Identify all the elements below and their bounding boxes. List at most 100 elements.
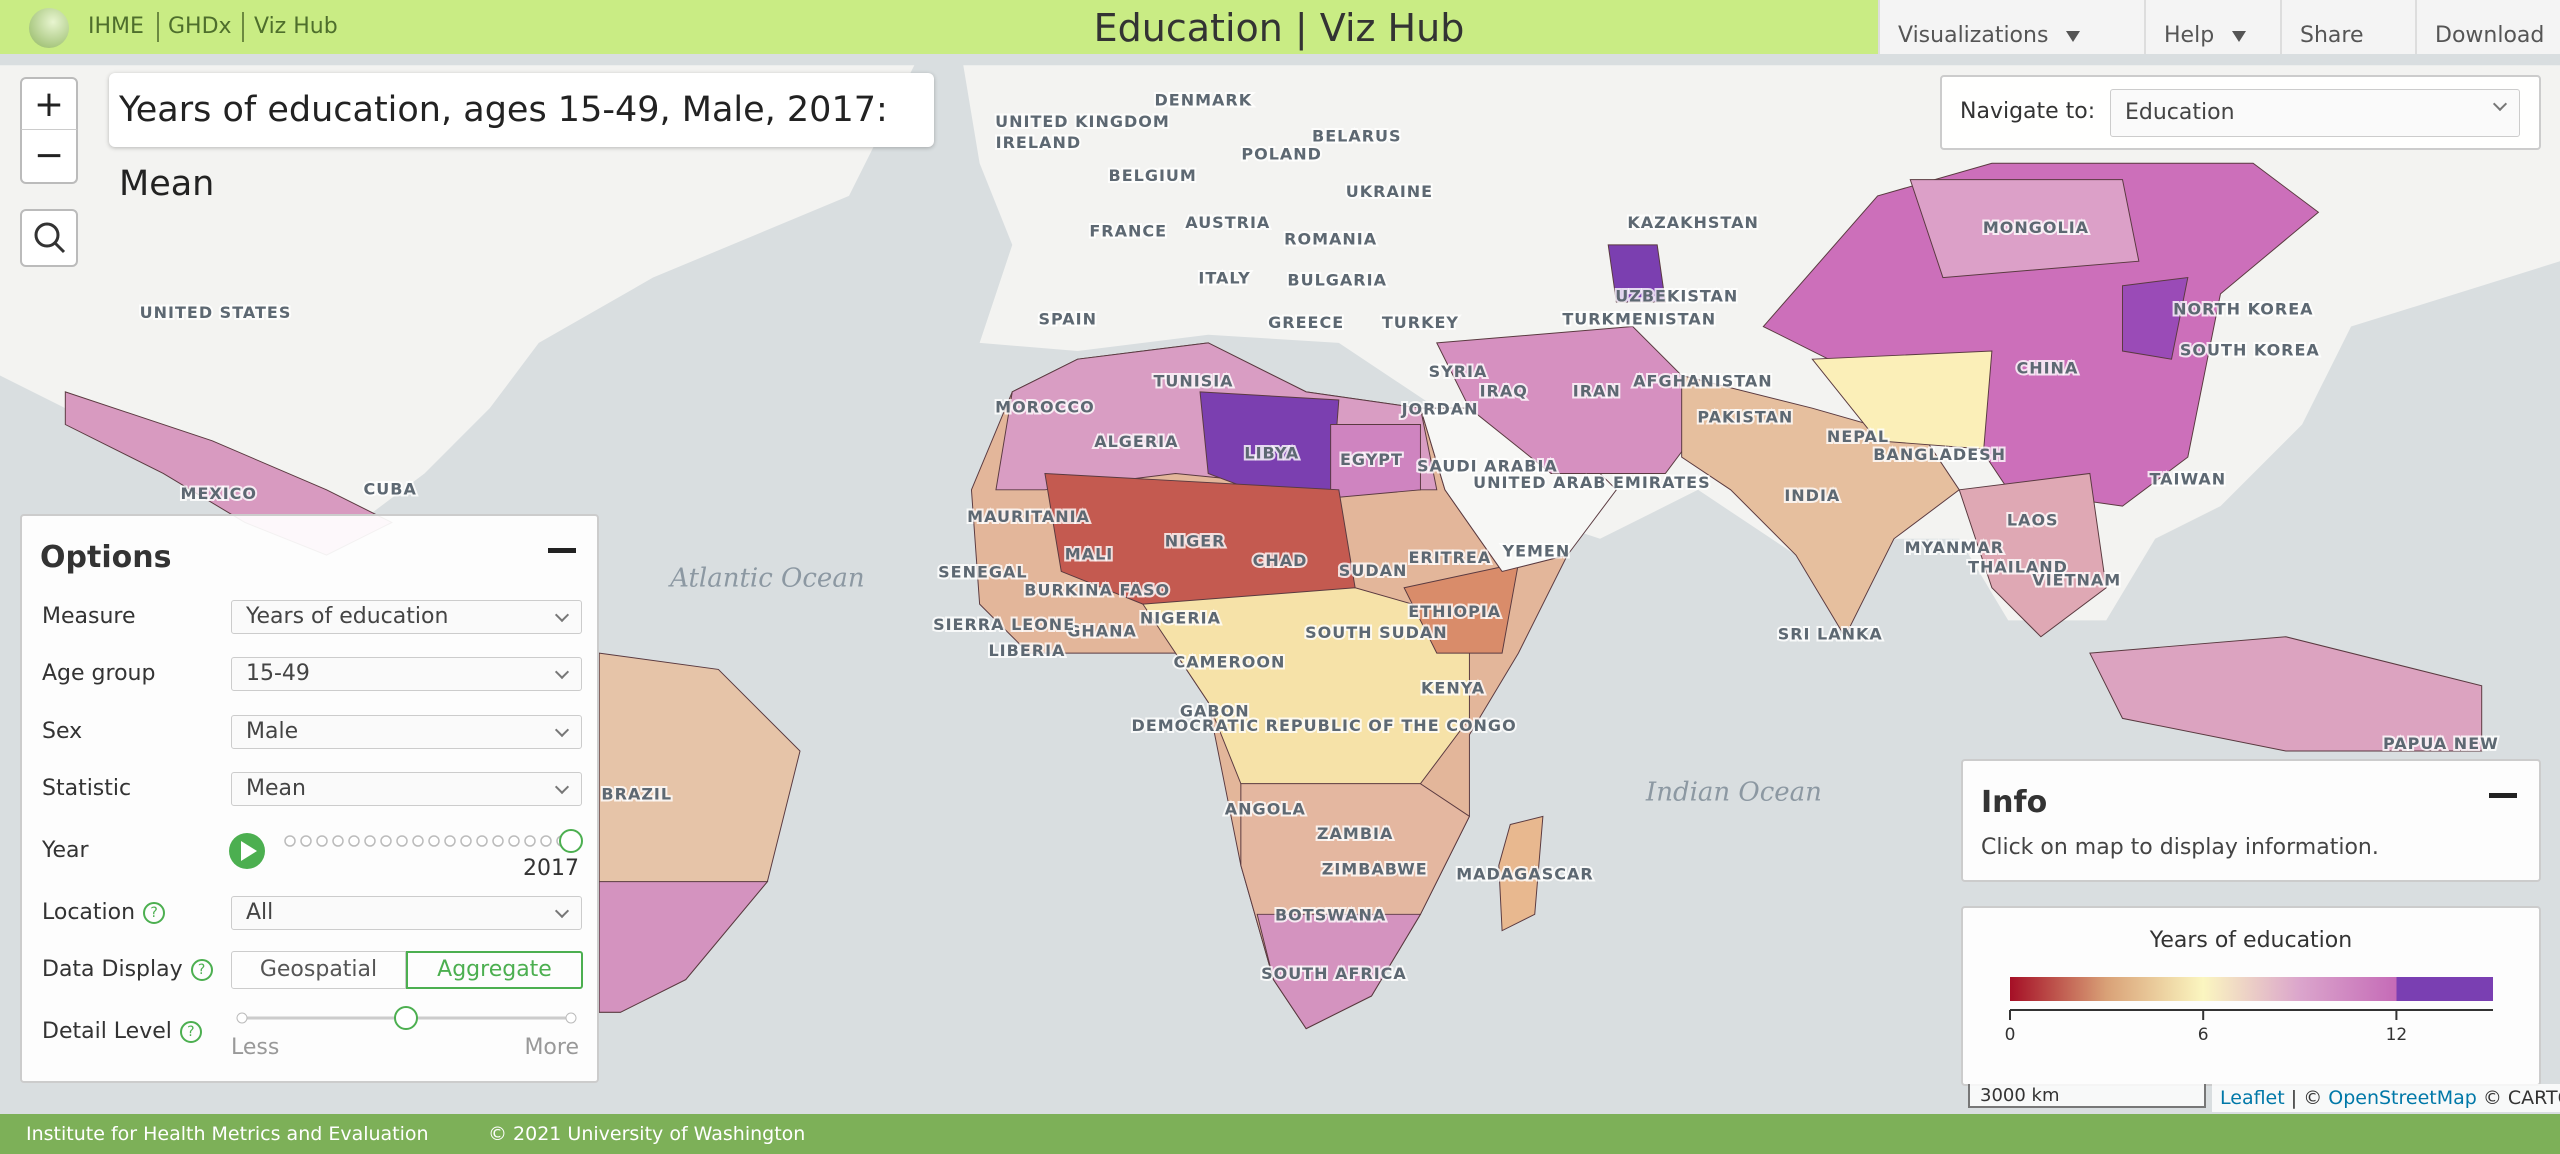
country-label: DEMOCRATIC REPUBLIC OF THE CONGO [1132,716,1517,735]
country-label: POLAND [1241,145,1322,164]
country-label: YEMEN [1501,541,1570,560]
info-panel: Info Click on map to display information… [1961,759,2541,882]
header: IHME GHDx Viz Hub Education | Viz Hub Vi… [0,0,2560,54]
search-button[interactable] [20,209,78,267]
logo[interactable] [29,8,69,48]
link[interactable]: Viz Hub [254,14,338,39]
select[interactable]: Mean [231,772,582,806]
country-label: NEPAL [1827,427,1889,446]
attribution: Leaflet | © OpenStreetMap © CARTO [2212,1084,2560,1112]
country-label: BOTSWANA [1275,905,1386,924]
country-label: ITALY [1198,269,1250,288]
minimize[interactable] [548,548,576,553]
tick-label: 12 [2386,1025,2408,1045]
detail-handle[interactable] [394,1006,418,1030]
country-label: IRELAND [996,133,1081,152]
label-text: Location [42,900,136,925]
country-label: TURKEY [1382,313,1459,332]
select[interactable]: Male [231,715,582,749]
year-dot [540,835,552,847]
row-label: Age group [42,661,156,686]
link[interactable]: OpenStreetMap [2328,1087,2477,1109]
legend-title: Years of education [2149,928,2353,953]
country-label: GABON [1180,701,1250,720]
link[interactable]: Leaflet [2220,1087,2285,1109]
country-label: PAPUA NEW [2383,734,2499,753]
country-label: MADAGASCAR [1456,865,1593,884]
nav-button[interactable]: Help [2144,0,2280,54]
map-labels: IRELAND DENMARK UNITED KINGDOM POLANDBELARU… [138,89,2500,985]
options-panel: Options Measure Years of education Age g… [20,514,599,1083]
year-dot [380,835,392,847]
country-label: AUSTRIA [1185,213,1270,232]
ocean-label: Indian Ocean [1645,777,1822,807]
help-icon[interactable]: ? [190,959,213,981]
country-label: ANGOLA [1225,799,1306,818]
country-label: UZBEKISTAN [1615,287,1738,306]
year-dot [476,835,488,847]
select[interactable]: 15-49 [231,657,582,691]
nav-button[interactable]: Download [2415,0,2560,54]
nav-button[interactable]: Share [2280,0,2415,54]
tick-label: 0 [2005,1025,2016,1045]
country-label: BELARUS [1312,127,1402,146]
country-label: EGYPT [1340,450,1403,469]
year-slider[interactable] [227,826,597,886]
row-label: Statistic [42,776,132,801]
row-label: Location? [42,900,166,925]
color-bar [2010,977,2493,1001]
zoom-out[interactable]: − [20,129,78,184]
legend-scale: 0 6 12 [2005,977,2493,1045]
zoom-in[interactable]: + [20,77,78,133]
country-label: MOROCCO [995,398,1095,417]
title-text: Education | Viz Hub [1093,6,1465,50]
country-label: MAURITANIA [967,507,1090,526]
year-dot [508,835,520,847]
country-label: BULGARIA [1287,270,1387,289]
row-label: Year [42,838,89,863]
caret [2232,30,2247,42]
help-icon[interactable]: ? [143,902,166,924]
detail-min: Less [231,1035,280,1060]
toggle-button[interactable]: Geospatial [231,951,406,989]
year-dot [316,835,328,847]
play-icon [241,841,257,861]
country-label: SAUDI ARABIA [1417,456,1558,475]
select[interactable]: All [231,896,582,930]
text: © CARTO [2482,1087,2560,1109]
navigate-select[interactable]: Education [2110,89,2520,137]
link[interactable]: IHME [88,14,144,39]
country-label: MONGOLIA [1983,218,2089,237]
country-label: INDIA [1784,486,1840,505]
country-label: NIGERIA [1140,608,1221,627]
nav-button[interactable]: Visualizations [1878,0,2144,54]
year-dot [300,835,312,847]
country-label: MALI [1065,545,1113,564]
info-text: Click on map to display information. [1981,835,2379,860]
help-icon[interactable]: ? [179,1021,202,1043]
country-label: BANGLADESH [1873,445,2006,464]
country-label: KENYA [1421,678,1485,697]
year-dot [460,835,472,847]
country-label: FRANCE [1089,221,1167,240]
search-icon [34,222,66,254]
toggle-button-active[interactable]: Aggregate [406,951,583,989]
country-label: UNITED STATES [140,303,292,322]
year-handle[interactable] [559,829,583,853]
detail-max: More [524,1035,579,1060]
footer-text: Institute for Health Metrics and Evaluat… [26,1123,429,1145]
label-text: Data Display [42,957,183,982]
country-label: BELGIUM [1109,166,1197,185]
year-dot [492,835,504,847]
country-label: BURKINA FASO [1024,581,1170,600]
row-label: Data Display? [42,957,213,982]
ocean-label: Atlantic Ocean [668,564,864,594]
link[interactable]: GHDx [168,14,232,39]
detail-slider[interactable] [227,1004,597,1034]
info-title: Info [1981,785,2048,820]
select[interactable]: Years of education [231,600,582,634]
minimize[interactable] [2489,793,2517,798]
country-label: ERITREA [1408,548,1491,567]
